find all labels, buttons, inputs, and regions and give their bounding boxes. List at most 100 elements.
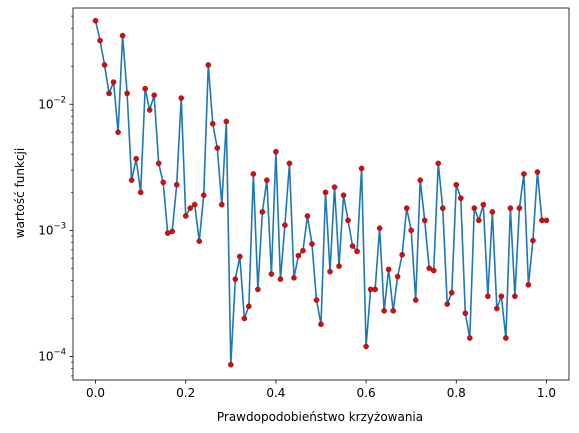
- data-point: [490, 209, 495, 214]
- data-point: [472, 206, 477, 211]
- data-point: [264, 178, 269, 183]
- x-axis-label: Prawdopodobieństwo krzyżowania: [217, 410, 423, 424]
- data-point: [517, 206, 522, 211]
- data-point: [413, 297, 418, 302]
- data-point: [97, 38, 102, 43]
- data-point: [332, 185, 337, 190]
- data-point: [197, 239, 202, 244]
- data-point: [449, 290, 454, 295]
- x-tick-label: 0.8: [447, 386, 466, 400]
- x-tick-label: 0.2: [176, 386, 195, 400]
- data-point: [467, 335, 472, 340]
- data-point: [147, 107, 152, 112]
- data-point: [242, 316, 247, 321]
- data-point: [192, 202, 197, 207]
- data-point: [481, 202, 486, 207]
- data-point: [170, 229, 175, 234]
- y-tick-label: 10−2: [38, 95, 66, 111]
- data-point: [336, 264, 341, 269]
- data-point: [278, 277, 283, 282]
- data-point: [440, 206, 445, 211]
- data-point: [115, 130, 120, 135]
- data-point: [233, 277, 238, 282]
- data-point: [454, 182, 459, 187]
- data-point: [341, 193, 346, 198]
- data-point: [544, 218, 549, 223]
- data-point: [188, 206, 193, 211]
- data-point: [422, 218, 427, 223]
- data-point: [521, 171, 526, 176]
- data-point: [458, 196, 463, 201]
- data-point: [291, 275, 296, 280]
- data-point: [508, 206, 513, 211]
- data-point: [228, 362, 233, 367]
- x-axis: 0.0 0.2 0.4 0.6 0.8 1.0: [86, 380, 556, 400]
- data-point: [152, 93, 157, 98]
- data-point: [120, 33, 125, 38]
- data-point: [219, 202, 224, 207]
- data-point: [530, 238, 535, 243]
- data-point: [237, 254, 242, 259]
- data-point: [273, 149, 278, 154]
- data-point: [431, 268, 436, 273]
- data-point: [129, 178, 134, 183]
- y-axis: 10−4 10−3 10−2: [38, 16, 73, 376]
- data-point: [201, 193, 206, 198]
- data-point: [305, 213, 310, 218]
- data-point: [134, 156, 139, 161]
- data-point: [345, 218, 350, 223]
- data-point: [282, 223, 287, 228]
- data-point: [111, 79, 116, 84]
- data-point: [300, 248, 305, 253]
- data-point: [463, 311, 468, 316]
- data-point: [409, 228, 414, 233]
- data-point: [363, 344, 368, 349]
- data-point: [400, 252, 405, 257]
- data-point: [255, 287, 260, 292]
- x-tick-label: 0.4: [266, 386, 285, 400]
- data-point: [183, 213, 188, 218]
- data-point: [179, 95, 184, 100]
- data-point: [143, 86, 148, 91]
- data-point: [215, 145, 220, 150]
- data-point: [350, 243, 355, 248]
- data-point: [535, 169, 540, 174]
- data-point: [377, 226, 382, 231]
- data-point: [526, 282, 531, 287]
- x-tick-label: 1.0: [537, 386, 556, 400]
- data-point: [269, 271, 274, 276]
- data-point: [386, 267, 391, 272]
- data-point: [93, 18, 98, 23]
- data-point: [323, 190, 328, 195]
- data-point: [494, 306, 499, 311]
- data-point: [206, 62, 211, 67]
- data-point: [418, 178, 423, 183]
- x-tick-label: 0.6: [357, 386, 376, 400]
- data-point: [260, 209, 265, 214]
- data-point: [476, 218, 481, 223]
- data-point: [359, 166, 364, 171]
- data-point: [174, 182, 179, 187]
- data-point: [499, 294, 504, 299]
- data-point: [503, 335, 508, 340]
- data-point: [102, 62, 107, 67]
- data-point: [327, 269, 332, 274]
- data-point: [251, 171, 256, 176]
- data-point: [246, 304, 251, 309]
- series-line: [96, 21, 547, 365]
- data-point: [445, 301, 450, 306]
- data-point: [382, 308, 387, 313]
- data-point: [404, 206, 409, 211]
- data-point: [125, 91, 130, 96]
- data-point: [161, 180, 166, 185]
- data-point: [436, 161, 441, 166]
- data-point: [138, 190, 143, 195]
- y-axis-label: wartość funkcji: [13, 148, 27, 238]
- data-point: [314, 297, 319, 302]
- data-point: [210, 121, 215, 126]
- data-point: [309, 241, 314, 246]
- data-point: [354, 249, 359, 254]
- plot-area: [73, 8, 569, 380]
- x-tick-label: 0.0: [86, 386, 105, 400]
- data-point: [296, 253, 301, 258]
